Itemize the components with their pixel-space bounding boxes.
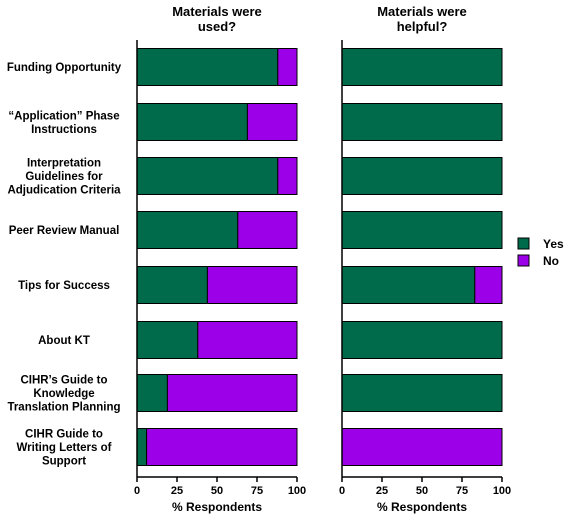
- category-label-6-line-0: CIHR’s Guide to: [20, 375, 107, 387]
- panel-0-bar-4-no: [206, 266, 298, 304]
- panel-1-tick-label-25: 25: [376, 485, 388, 497]
- panel-1-tick-label-75: 75: [456, 485, 468, 497]
- panel-1-bar-4-yes: [341, 266, 476, 304]
- panel-0-bar-7-no: [146, 428, 298, 466]
- panel-1-bar-6-yes: [341, 374, 503, 412]
- panel-0-bar-6-yes: [136, 374, 168, 412]
- panel-0-bar-0-no: [277, 48, 298, 86]
- panel-0-tick-label-50: 50: [211, 485, 223, 497]
- category-label-1-line-0: “Application” Phase: [8, 110, 119, 122]
- panel-1-tick-label-0: 0: [339, 485, 345, 497]
- panel-1-bar-7-no: [341, 428, 503, 466]
- panel-0-bar-3-no: [237, 211, 298, 249]
- panel-1-bar-4-no: [474, 266, 503, 304]
- category-label-5-line-0: About KT: [38, 335, 90, 347]
- panel-0-tick-label-0: 0: [134, 485, 140, 497]
- category-label-7-line-0: CIHR Guide to: [25, 429, 103, 441]
- category-label-6-line-2: Translation Planning: [7, 402, 120, 414]
- category-label-2-line-1: Guidelines for: [25, 171, 103, 183]
- category-label-3-line-0: Peer Review Manual: [9, 225, 120, 237]
- panel-0-bar-1-no: [246, 103, 298, 141]
- panel-0-bar-2-no: [277, 157, 298, 195]
- category-label-7-line-2: Support: [42, 456, 86, 468]
- panel-0-title-line-0: Materials were: [172, 4, 262, 19]
- panel-0-title-line-1: used?: [198, 19, 236, 34]
- panel-0-bar-5-yes: [136, 321, 199, 359]
- panel-0-bar-6-no: [166, 374, 298, 412]
- panel-1-bar-2-yes: [341, 157, 503, 195]
- panel-0-tick-label-75: 75: [251, 485, 263, 497]
- panel-1-bar-3-yes: [341, 211, 503, 249]
- panel-1-bar-5-yes: [341, 321, 503, 359]
- legend-label-no: No: [543, 254, 559, 268]
- legend-swatch-yes: [517, 237, 530, 250]
- panel-0-tick-label-25: 25: [171, 485, 183, 497]
- panel-1-x-axis-label: % Respondents: [377, 500, 467, 514]
- panel-1-title-line-0: Materials were: [377, 4, 467, 19]
- panel-1-tick-label-100: 100: [493, 485, 511, 497]
- panel-1-title-line-1: helpful?: [397, 19, 448, 34]
- panel-1-tick-label-50: 50: [416, 485, 428, 497]
- category-label-1-line-1: Instructions: [31, 124, 97, 136]
- panel-0-bar-3-yes: [136, 211, 239, 249]
- panel-0-bar-2-yes: [136, 157, 279, 195]
- category-label-7-line-1: Writing Letters of: [17, 442, 112, 454]
- panel-0-x-axis-label: % Respondents: [172, 500, 262, 514]
- category-label-0-line-0: Funding Opportunity: [7, 62, 122, 74]
- legend-swatch-no: [517, 254, 530, 267]
- category-label-6-line-1: Knowledge: [33, 388, 94, 400]
- panel-0-bar-0-yes: [136, 48, 279, 86]
- panel-1-bar-0-yes: [341, 48, 503, 86]
- legend-label-yes: Yes: [543, 237, 564, 251]
- panel-0-bar-7-yes: [136, 428, 148, 466]
- category-label-2-line-2: Adjudication Criteria: [7, 185, 121, 197]
- panel-0-bar-4-yes: [136, 266, 208, 304]
- panel-1-bar-1-yes: [341, 103, 503, 141]
- category-label-4-line-0: Tips for Success: [18, 280, 110, 292]
- category-label-2-line-0: Interpretation: [27, 158, 101, 170]
- panel-0-bar-1-yes: [136, 103, 248, 141]
- panel-0-bar-5-no: [197, 321, 298, 359]
- panel-0-tick-label-100: 100: [288, 485, 306, 497]
